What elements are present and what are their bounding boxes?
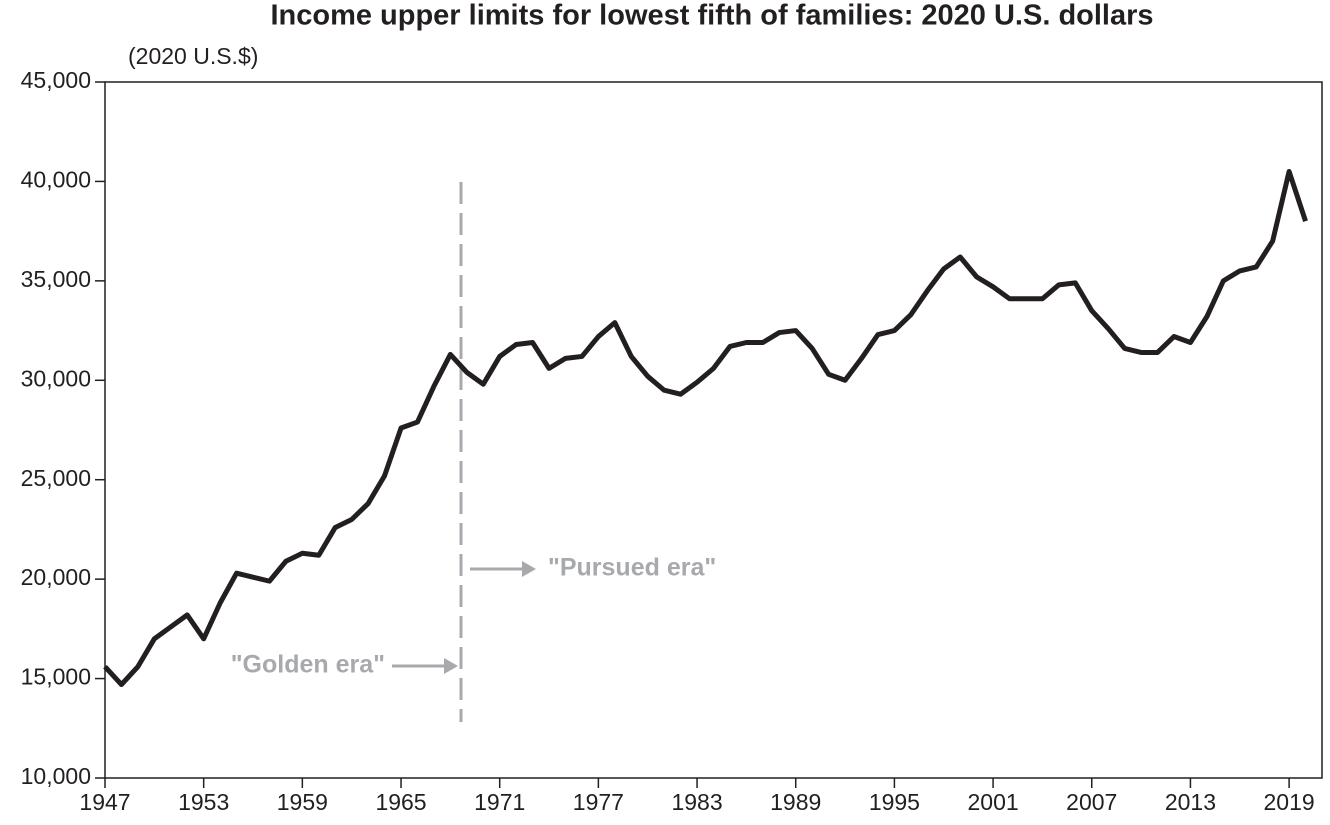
x-tick-label: 1971: [474, 789, 525, 815]
x-tick-label: 1965: [375, 789, 426, 815]
y-axis-label: (2020 U.S.$): [128, 43, 258, 69]
x-tick-label: 2013: [1165, 789, 1216, 815]
x-tick-label: 1989: [770, 789, 821, 815]
x-tick-label: 1995: [869, 789, 920, 815]
y-tick-label: 25,000: [21, 465, 91, 491]
data-line: [103, 168, 1308, 688]
x-tick-label: 1959: [277, 789, 328, 815]
y-tick-label: 40,000: [21, 167, 91, 193]
x-tick-label: 2007: [1066, 789, 1117, 815]
arrow-head: [522, 561, 536, 577]
annotation: "Pursued era": [548, 554, 716, 582]
y-tick-label: 20,000: [21, 564, 91, 590]
y-tick-label: 15,000: [21, 664, 91, 690]
x-tick-label: 2019: [1264, 789, 1315, 815]
x-tick-label: 2001: [967, 789, 1018, 815]
y-tick-label: 30,000: [21, 365, 91, 391]
x-tick-label: 1947: [79, 789, 130, 815]
plot-frame: [104, 81, 1323, 779]
arrow-head: [444, 658, 458, 674]
y-tick-label: 10,000: [21, 763, 91, 789]
x-tick-label: 1977: [573, 789, 624, 815]
y-tick-label: 45,000: [21, 67, 91, 93]
y-tick-label: 35,000: [21, 266, 91, 292]
x-tick-label: 1983: [671, 789, 722, 815]
x-tick-label: 1953: [178, 789, 229, 815]
chart-title: Income upper limits for lowest fifth of …: [270, 0, 1153, 32]
annotation: "Golden era": [231, 651, 385, 679]
